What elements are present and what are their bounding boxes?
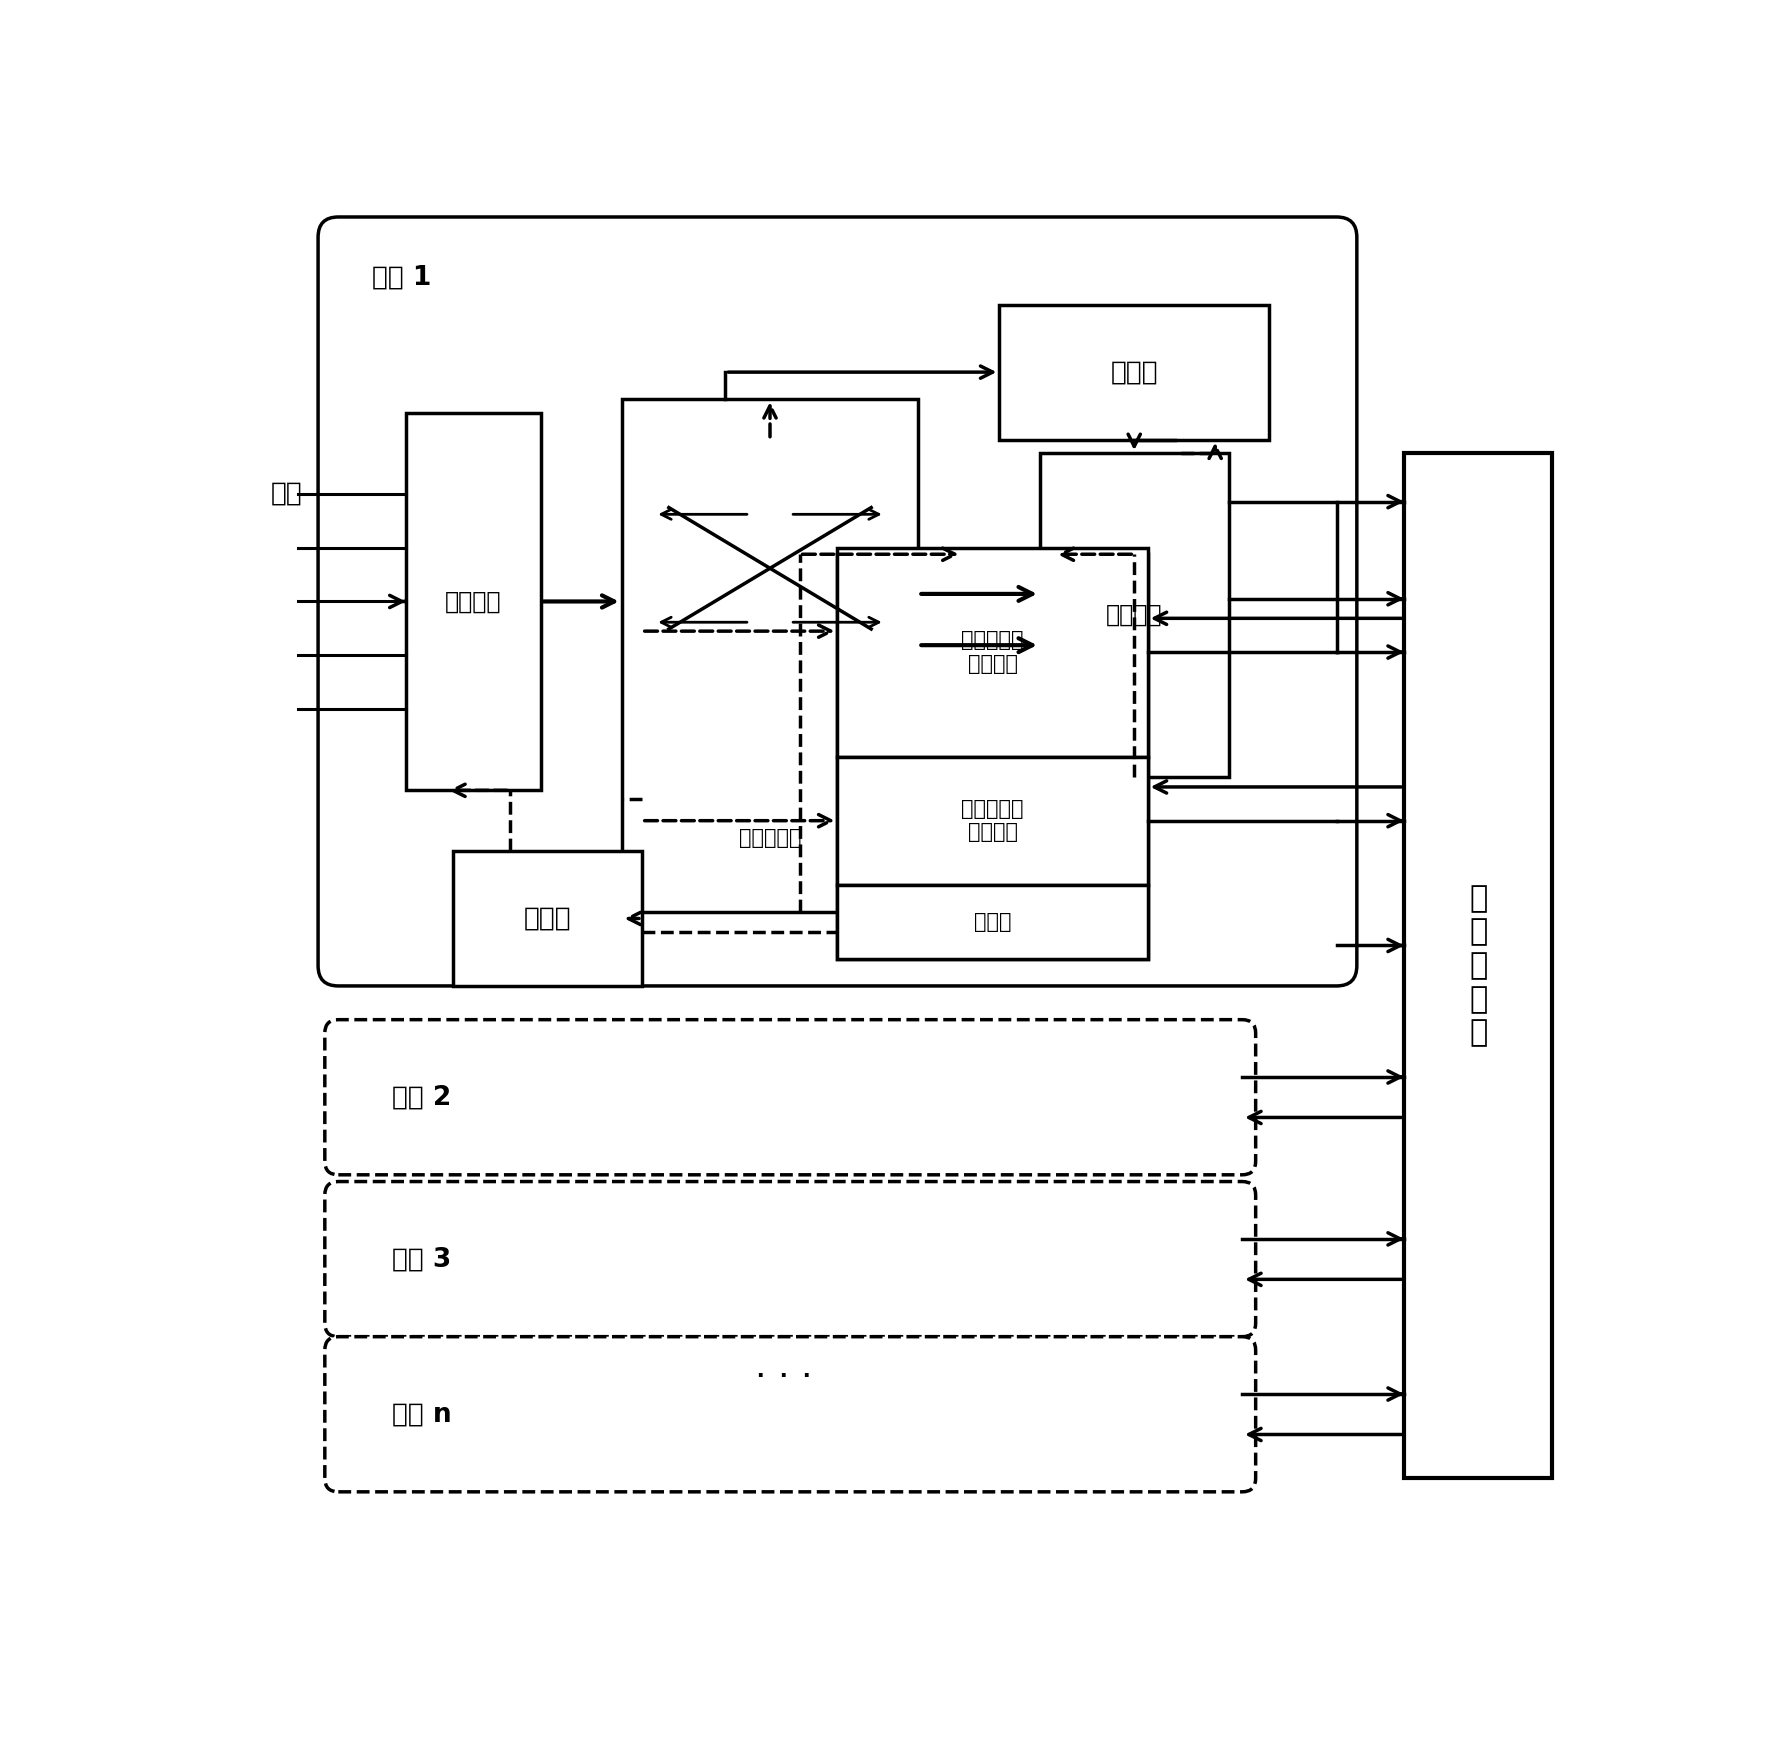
- Text: 中
心
控
制
器: 中 心 控 制 器: [1469, 885, 1487, 1048]
- Text: 光缆检修执
行控制器: 光缆检修执 行控制器: [961, 631, 1023, 675]
- Bar: [837, 885, 1147, 958]
- Text: 公务板: 公务板: [973, 911, 1011, 932]
- Text: 交叉连接板: 交叉连接板: [738, 827, 801, 848]
- Text: 系统 n: 系统 n: [392, 1402, 452, 1428]
- Text: 设备检修执
行控制器: 设备检修执 行控制器: [961, 799, 1023, 843]
- Bar: [837, 554, 1147, 958]
- Bar: [1405, 454, 1552, 1479]
- Bar: [405, 413, 541, 790]
- Text: 主控板: 主控板: [1111, 359, 1158, 385]
- Text: · · ·: · · ·: [754, 1360, 812, 1395]
- Text: 系统 2: 系统 2: [392, 1084, 452, 1111]
- FancyBboxPatch shape: [324, 1337, 1256, 1493]
- Text: 光纤: 光纤: [271, 480, 303, 506]
- Bar: [1000, 305, 1269, 440]
- Bar: [622, 399, 919, 911]
- Bar: [453, 851, 642, 986]
- Text: 电群路板: 电群路板: [1106, 603, 1163, 627]
- Text: 时钟板: 时钟板: [523, 906, 572, 932]
- Text: 系统 1: 系统 1: [373, 265, 432, 291]
- Bar: [837, 757, 1147, 885]
- Bar: [837, 547, 1147, 757]
- FancyBboxPatch shape: [324, 1181, 1256, 1337]
- Text: 系统 3: 系统 3: [392, 1246, 452, 1272]
- Text: 光群路板: 光群路板: [444, 589, 502, 613]
- FancyBboxPatch shape: [324, 1020, 1256, 1176]
- Bar: [1039, 454, 1229, 776]
- FancyBboxPatch shape: [317, 217, 1357, 986]
